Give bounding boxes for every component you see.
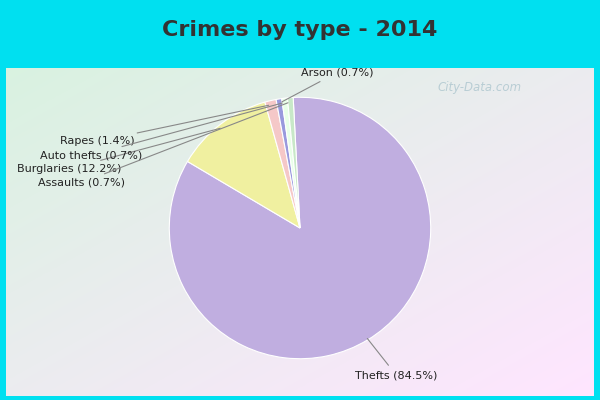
Text: Thefts (84.5%): Thefts (84.5%) [355,338,437,380]
Wedge shape [169,97,431,359]
Wedge shape [287,98,300,228]
Text: Arson (0.7%): Arson (0.7%) [282,68,373,102]
Wedge shape [276,98,300,228]
Text: City-Data.com: City-Data.com [438,82,522,94]
Text: Rapes (1.4%): Rapes (1.4%) [60,105,269,146]
Text: Burglaries (12.2%): Burglaries (12.2%) [17,128,220,174]
Text: Crimes by type - 2014: Crimes by type - 2014 [163,20,437,40]
Text: Assaults (0.7%): Assaults (0.7%) [38,103,288,188]
Wedge shape [187,102,300,228]
Text: Auto thefts (0.7%): Auto thefts (0.7%) [40,103,283,160]
Wedge shape [282,98,300,228]
Wedge shape [265,100,300,228]
